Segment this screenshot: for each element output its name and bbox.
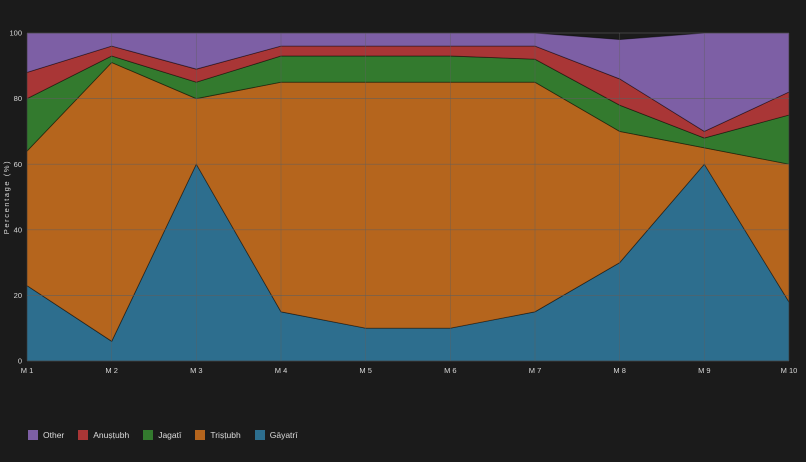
y-tick-label: 80 [14, 94, 22, 103]
legend-item-Jagatī: Jagatī [143, 430, 181, 440]
axis-tick-labels: 0 20 40 60 80 100 M 1 M 2 M 3 M 4 M 5 M 6 M 7 M 8 M 9 M… [9, 29, 797, 375]
x-tick-label: M 9 [698, 366, 711, 375]
x-tick-label: M 3 [190, 366, 203, 375]
chart-legend: Other Anuṣṭubh Jagatī Triṣṭubh Gāyatrī [28, 430, 298, 440]
y-tick-label: 40 [14, 225, 22, 234]
legend-swatch [143, 430, 154, 440]
legend-swatch [28, 430, 38, 440]
legend-swatch [254, 430, 265, 440]
legend-swatch [78, 430, 89, 440]
legend-item-Anuṣṭubh: Anuṣṭubh [78, 430, 129, 440]
area-series-group [26, 32, 790, 362]
legend-item-Triṣṭubh: Triṣṭubh [195, 429, 241, 440]
x-tick-label: M 1 [21, 366, 34, 375]
legend-label: Triṣṭubh [210, 429, 241, 440]
x-tick-label: M 6 [444, 366, 457, 375]
legend-label: Jagatī [158, 429, 182, 440]
legend-swatch [195, 430, 206, 440]
y-tick-label: 100 [9, 29, 22, 38]
x-tick-label: M 10 [781, 366, 798, 375]
legend-label: Gāyatrī [269, 429, 298, 440]
stacked-area-chart: Percentage (%) 0 20 40 60 80 100 M 1 M 2 M 3 M 4 M… [2, 29, 797, 375]
y-tick-label: 60 [14, 160, 22, 169]
y-axis-label: Percentage (%) [2, 160, 11, 235]
x-tick-label: M 7 [529, 366, 542, 375]
x-tick-label: M 5 [359, 366, 372, 375]
x-tick-label: M 4 [275, 366, 288, 375]
legend-label: Other [43, 429, 65, 440]
gridlines-group [26, 32, 790, 362]
legend-label: Anuṣṭubh [93, 429, 130, 440]
y-tick-label: 20 [14, 291, 22, 300]
y-tick-label: 0 [18, 357, 22, 366]
legend-item-Gāyatrī: Gāyatrī [254, 429, 298, 440]
x-tick-label: M 8 [613, 366, 626, 375]
legend-item-Other: Other [28, 430, 64, 440]
x-tick-label: M 2 [105, 366, 118, 375]
